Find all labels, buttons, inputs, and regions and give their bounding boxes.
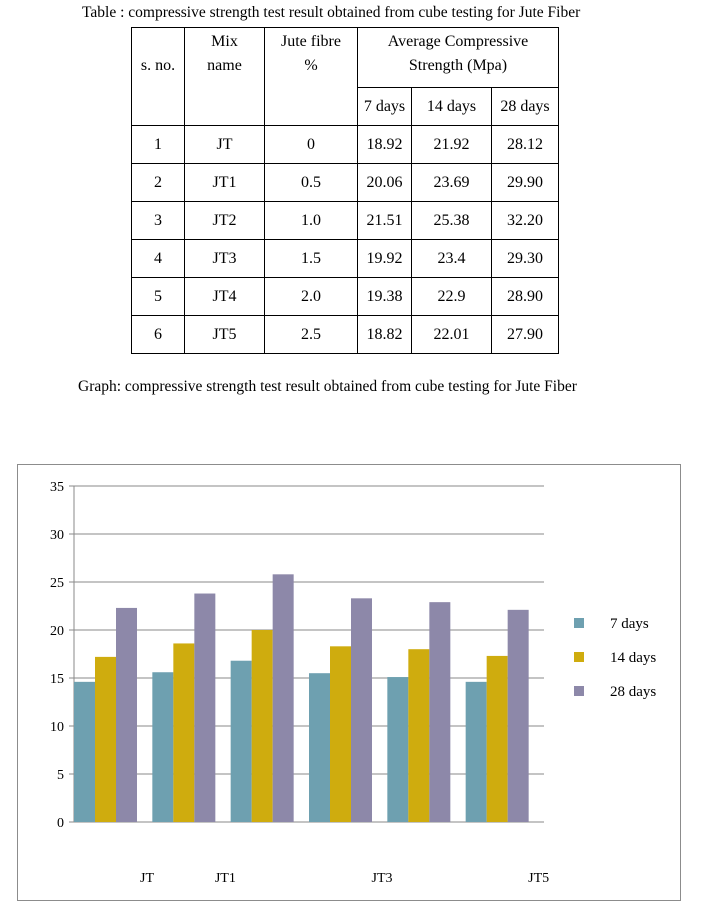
table-row: 3 JT2 1.0 21.51 25.38 32.20 [131, 201, 559, 240]
bar-28-days-jt1 [194, 593, 216, 822]
cell-mix-name: JT5 [184, 315, 265, 354]
bar-14-days-jt2 [251, 630, 273, 822]
y-tick-label: 15 [50, 672, 64, 687]
x-tick-label: JT1 [215, 871, 236, 886]
bar-chart: 0 5 10 15 20 25 30 35 JT JT1 JT3 JT5 7 days 14 days 28… [50, 480, 656, 886]
cell-sno: 1 [131, 125, 185, 164]
cell-sno: 6 [131, 315, 185, 354]
cell-sno: 3 [131, 201, 185, 240]
table-row: 4 JT3 1.5 19.92 23.4 29.30 [131, 239, 559, 278]
cell-jute-fibre: 1.0 [264, 201, 358, 240]
header-jute-fibre: Jute fibre % [264, 27, 358, 126]
cell-7-days: 20.06 [357, 163, 412, 202]
y-tick-label: 35 [50, 480, 64, 495]
x-tick-label: JT5 [528, 871, 549, 886]
cell-sno: 2 [131, 163, 185, 202]
bar-14-days-jt5 [486, 655, 508, 822]
bar-28-days-jt3 [351, 598, 372, 822]
compressive-strength-table: s. no. Mix name Jute fibre % Average Com… [131, 27, 559, 354]
chart-frame: 0 5 10 15 20 25 30 35 JT JT1 JT3 JT5 7 days 14 days 28… [17, 464, 681, 901]
y-tick-label: 0 [57, 816, 64, 831]
legend-swatch [574, 686, 584, 696]
cell-28-days: 27.90 [491, 315, 559, 354]
y-tick-label: 20 [50, 624, 64, 639]
bar-14-days-jt3 [330, 646, 351, 822]
bar-28-days-jt5 [507, 609, 529, 822]
table-row: 2 JT1 0.5 20.06 23.69 29.90 [131, 163, 559, 202]
cell-14-days: 25.38 [411, 201, 492, 240]
header-mix-name: Mix name [184, 27, 265, 126]
cell-7-days: 19.92 [357, 239, 412, 278]
cell-14-days: 21.92 [411, 125, 492, 164]
cell-sno: 4 [131, 239, 185, 278]
cell-7-days: 18.92 [357, 125, 412, 164]
bar-28-days-jt [116, 607, 137, 822]
cell-jute-fibre: 2.0 [264, 277, 358, 316]
header-14-days: 14 days [411, 87, 492, 126]
bar-14-days-jt1 [173, 643, 195, 822]
header-7-days: 7 days [357, 87, 412, 126]
cell-28-days: 28.90 [491, 277, 559, 316]
table-body: 1 JT 0 18.92 21.92 28.12 2 JT1 0.5 20.06 23.69 29.9… [131, 125, 559, 354]
cell-28-days: 29.30 [491, 239, 559, 278]
bar-7-days-jt2 [230, 660, 252, 822]
graph-caption: Graph: compressive strength test result … [78, 378, 577, 395]
y-tick-label: 5 [57, 768, 64, 783]
y-tick-label: 25 [50, 576, 64, 591]
x-tick-label: JT3 [372, 871, 393, 886]
cell-jute-fibre: 0.5 [264, 163, 358, 202]
cell-7-days: 18.82 [357, 315, 412, 354]
cell-mix-name: JT2 [184, 201, 265, 240]
bar-7-days-jt4 [387, 677, 409, 822]
bar-7-days-jt [74, 681, 95, 822]
cell-14-days: 22.9 [411, 277, 492, 316]
cell-mix-name: JT4 [184, 277, 265, 316]
header-sno: s. no. [131, 27, 185, 126]
legend-swatch [574, 618, 584, 628]
bar-28-days-jt2 [272, 574, 294, 822]
table-row: 1 JT 0 18.92 21.92 28.12 [131, 125, 559, 164]
cell-7-days: 19.38 [357, 277, 412, 316]
legend-label: 28 days [610, 684, 656, 700]
cell-14-days: 23.4 [411, 239, 492, 278]
x-tick-label: JT [140, 871, 154, 886]
table-row: 6 JT5 2.5 18.82 22.01 27.90 [131, 315, 559, 354]
bar-14-days-jt4 [408, 649, 430, 822]
bar-14-days-jt [95, 656, 116, 822]
header-average-strength: Average Compressive Strength (Mpa) [357, 27, 559, 88]
legend-label: 14 days [610, 650, 656, 666]
legend-swatch [574, 652, 584, 662]
table-caption: Table : compressive strength test result… [82, 4, 581, 21]
bar-7-days-jt5 [465, 681, 487, 822]
cell-7-days: 21.51 [357, 201, 412, 240]
y-tick-label: 10 [50, 720, 64, 735]
bar-28-days-jt4 [429, 602, 451, 822]
cell-mix-name: JT1 [184, 163, 265, 202]
cell-mix-name: JT3 [184, 239, 265, 278]
cell-jute-fibre: 1.5 [264, 239, 358, 278]
header-28-days: 28 days [491, 87, 559, 126]
cell-14-days: 22.01 [411, 315, 492, 354]
cell-jute-fibre: 0 [264, 125, 358, 164]
y-tick-label: 30 [50, 528, 64, 543]
cell-jute-fibre: 2.5 [264, 315, 358, 354]
legend-label: 7 days [610, 616, 649, 632]
cell-28-days: 32.20 [491, 201, 559, 240]
bar-7-days-jt1 [152, 672, 174, 822]
cell-sno: 5 [131, 277, 185, 316]
cell-14-days: 23.69 [411, 163, 492, 202]
cell-mix-name: JT [184, 125, 265, 164]
cell-28-days: 28.12 [491, 125, 559, 164]
table-row: 5 JT4 2.0 19.38 22.9 28.90 [131, 277, 559, 316]
cell-28-days: 29.90 [491, 163, 559, 202]
bar-7-days-jt3 [309, 673, 330, 822]
